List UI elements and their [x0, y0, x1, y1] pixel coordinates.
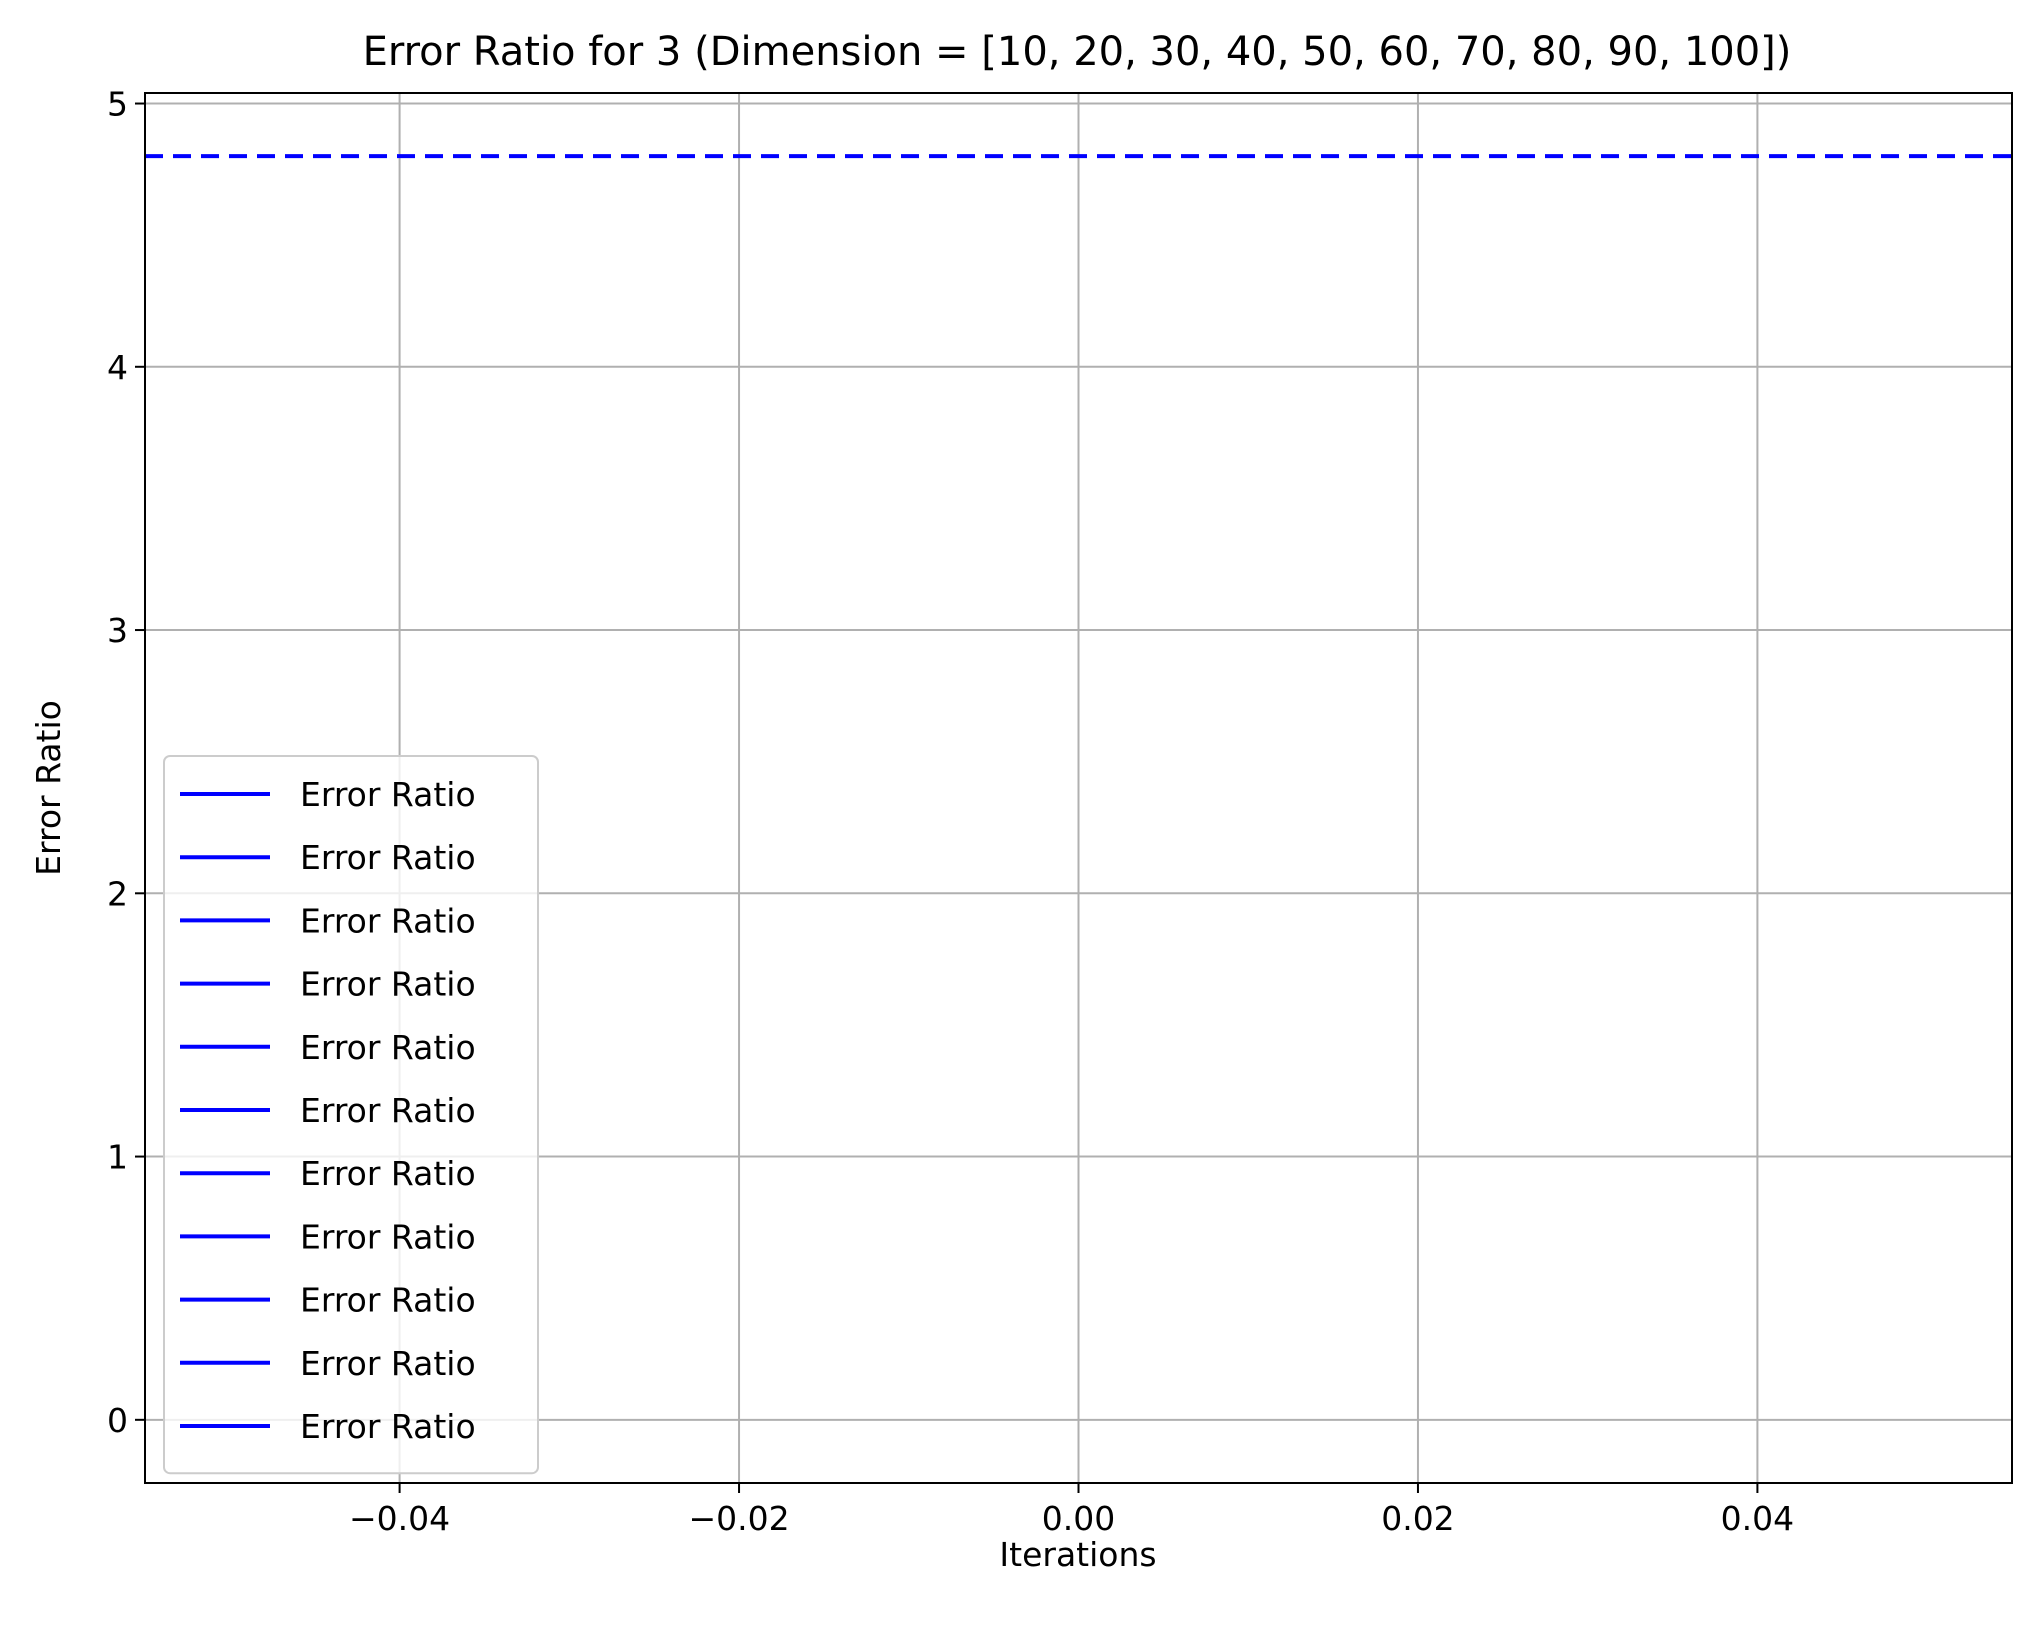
chart-title: Error Ratio for 3 (Dimension = [10, 20, …: [363, 29, 1792, 75]
x-tick-label: 0.02: [1381, 1499, 1454, 1538]
legend-label: Error Ratio: [300, 1217, 476, 1256]
legend: Error Ratio Error Ratio Error Ratio Error R…: [163, 755, 539, 1475]
x-tick-label: −0.02: [688, 1499, 789, 1538]
legend-label: Error Ratio: [300, 1344, 476, 1383]
legend-label: Error Ratio: [300, 965, 476, 1004]
y-tick-label: 4: [107, 348, 128, 387]
y-tick-label: 2: [107, 874, 128, 913]
y-tick-label: 5: [107, 85, 128, 124]
y-tick-label: 3: [107, 611, 128, 650]
legend-label: Error Ratio: [300, 838, 476, 877]
legend-label: Error Ratio: [300, 1281, 476, 1320]
legend-box: [163, 755, 539, 1475]
y-tick-label: 1: [107, 1138, 128, 1177]
x-axis-label: Iterations: [999, 1535, 1156, 1574]
x-tick-label: 0.00: [1042, 1499, 1115, 1538]
y-tick-label: 0: [107, 1401, 128, 1440]
x-tick-label: 0.04: [1721, 1499, 1794, 1538]
x-axis: −0.04 −0.02 0.00 0.02 0.04: [349, 1483, 1794, 1538]
legend-label: Error Ratio: [300, 1154, 476, 1193]
legend-label: Error Ratio: [300, 1407, 476, 1446]
x-tick-label: −0.04: [349, 1499, 450, 1538]
legend-label: Error Ratio: [300, 1028, 476, 1067]
legend-label: Error Ratio: [300, 775, 476, 814]
legend-label: Error Ratio: [300, 1091, 476, 1130]
legend-label: Error Ratio: [300, 901, 476, 940]
y-axis: 0 1 2 3 4 5: [107, 85, 145, 1440]
y-axis-label: Error Ratio: [29, 700, 68, 876]
